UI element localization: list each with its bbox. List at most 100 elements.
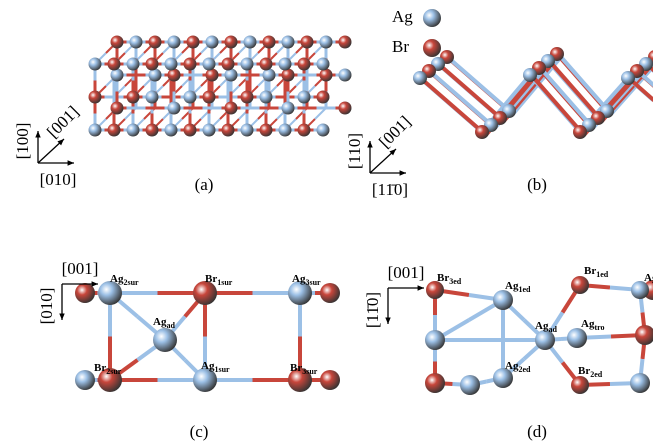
- atom: [187, 36, 200, 49]
- axis-label: [001]: [62, 259, 99, 278]
- axis-label: [11̄0]: [363, 292, 382, 328]
- axis-label: [010]: [37, 288, 56, 325]
- atom: [426, 281, 444, 299]
- atom-name: Br: [437, 272, 449, 284]
- atom: [571, 376, 589, 394]
- atom-subscript: 1sur: [214, 365, 230, 374]
- atom: [425, 373, 445, 393]
- atom: [184, 124, 197, 137]
- axis-label: [001]: [388, 263, 425, 282]
- atom: [206, 69, 219, 82]
- atom: [75, 370, 95, 390]
- atom: [241, 58, 254, 71]
- atom-name: Ag: [153, 316, 167, 328]
- atom: [263, 36, 276, 49]
- atom: [225, 69, 238, 82]
- atom-subscript: ad: [166, 321, 175, 330]
- atom: [317, 58, 330, 71]
- panel-label: (d): [527, 422, 547, 441]
- legend-label: Ag: [392, 7, 413, 26]
- atom: [282, 69, 295, 82]
- atom: [320, 370, 340, 390]
- panel-label: (b): [527, 175, 547, 194]
- atom-subscript: 1ed: [596, 270, 609, 279]
- atom: [298, 91, 311, 104]
- atom-subscript: 2sur: [106, 367, 122, 376]
- atom-subscript: 3sur: [302, 367, 318, 376]
- atom: [475, 125, 489, 139]
- panel-label: (c): [190, 422, 209, 441]
- atom: [89, 124, 102, 137]
- atom: [241, 91, 254, 104]
- atom-name: Ag: [535, 320, 549, 332]
- atom: [301, 36, 314, 49]
- atom: [621, 71, 635, 85]
- atom: [260, 58, 273, 71]
- atom-subscript: 2ed: [590, 370, 603, 379]
- atom: [203, 58, 216, 71]
- atom: [153, 328, 177, 352]
- axis-label: [11̄0]: [372, 180, 408, 199]
- atom-label: Br1ed: [584, 265, 609, 280]
- atom-subscript: 1ed: [518, 285, 531, 294]
- atom-name: Ag: [581, 318, 595, 330]
- axis-label: [001]: [375, 112, 414, 151]
- atom: [423, 39, 441, 57]
- atom-name: Br: [94, 362, 106, 374]
- atom: [203, 124, 216, 137]
- atom: [425, 330, 445, 350]
- atom: [523, 68, 537, 82]
- atom-label: Agtro: [581, 318, 605, 333]
- arrow-head: [35, 131, 40, 137]
- atom-subscript: 2ed: [518, 365, 531, 374]
- atom: [573, 125, 587, 139]
- arrow-head: [418, 285, 424, 290]
- atom: [89, 91, 102, 104]
- atom: [241, 124, 254, 137]
- atom: [413, 71, 427, 85]
- arrow-head: [367, 141, 372, 147]
- atom: [168, 69, 181, 82]
- atom: [631, 281, 649, 299]
- bond: [315, 108, 326, 119]
- atom: [168, 102, 181, 115]
- bond: [433, 74, 495, 128]
- atom: [320, 283, 340, 303]
- atom: [184, 91, 197, 104]
- atom-name: Ag: [644, 272, 653, 284]
- axis-label: [001]: [43, 102, 82, 141]
- atom: [298, 58, 311, 71]
- figure: AgBr[100][001][010][110][001][11̄0][001]…: [0, 0, 653, 442]
- atom: [127, 58, 140, 71]
- atom: [635, 325, 653, 345]
- atom: [206, 36, 219, 49]
- atom: [263, 69, 276, 82]
- atom-subscript: ad: [548, 325, 557, 334]
- atom-name: Br: [578, 365, 590, 377]
- arrow-head: [92, 281, 98, 286]
- atom: [146, 58, 159, 71]
- atom: [260, 124, 273, 137]
- atom-name: Ag: [201, 360, 215, 372]
- atom: [193, 281, 217, 305]
- atom: [111, 102, 124, 115]
- atom: [630, 373, 650, 393]
- axis-label: [100]: [13, 123, 32, 160]
- arrow-head: [385, 318, 390, 324]
- atom: [339, 36, 352, 49]
- atom: [225, 36, 238, 49]
- atom: [127, 124, 140, 137]
- atom: [89, 58, 102, 71]
- atom-subscript: 2sur: [123, 278, 139, 287]
- panel-label: (a): [195, 175, 214, 194]
- atom-subscript: 1sur: [217, 278, 233, 287]
- atom: [130, 36, 143, 49]
- atom-name: Ag: [292, 273, 306, 285]
- atom: [320, 69, 333, 82]
- arrow-head: [59, 314, 64, 320]
- atom-name: Ag: [505, 360, 519, 372]
- arrow-head: [400, 170, 406, 175]
- atom: [111, 36, 124, 49]
- atom: [317, 124, 330, 137]
- atom-name: Ag: [505, 280, 519, 292]
